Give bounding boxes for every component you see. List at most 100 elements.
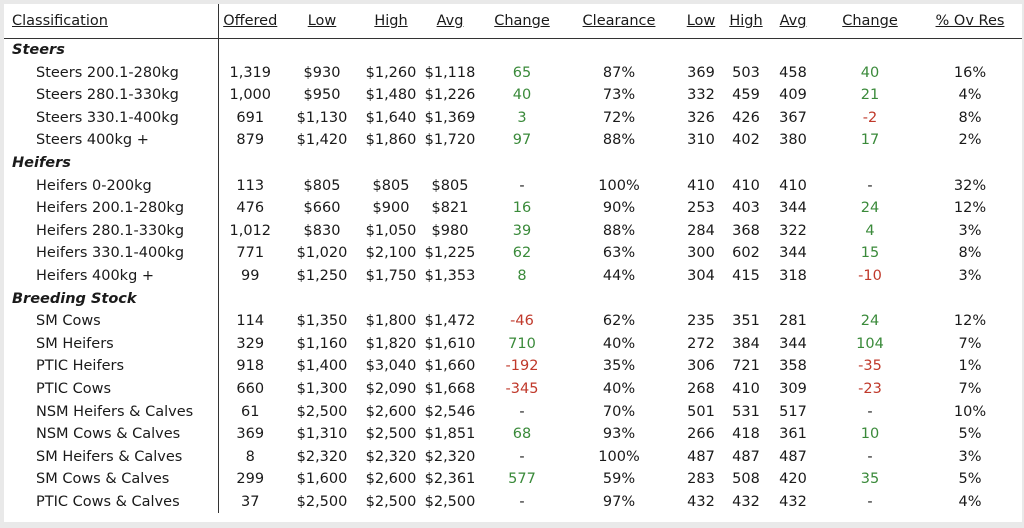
cell-high-2: 531 <box>732 403 760 420</box>
cell-high-2: 415 <box>732 267 760 284</box>
cell-avg: $1,720 <box>424 132 476 149</box>
cell-clearance: 88% <box>602 132 636 149</box>
cell-low: $950 <box>303 87 341 104</box>
cell-clearance: 35% <box>602 358 636 375</box>
cell-clearance: 93% <box>602 426 636 443</box>
cell-offered: 879 <box>236 132 265 149</box>
cell-pct-over-reserve: 12% <box>953 313 987 330</box>
cell-low: $1,250 <box>296 267 348 284</box>
cell-low-2: 487 <box>687 448 715 465</box>
row-label: Heifers 330.1-400kg <box>4 242 219 265</box>
cell-offered: 113 <box>236 177 265 194</box>
cell-avg-2: 517 <box>779 403 807 420</box>
cell-change: 40 <box>512 87 532 104</box>
cell-high-2: 721 <box>732 358 760 375</box>
table-row: PTIC Heifers 918 $1,400 $3,040 $1,660 -192 35%… <box>4 355 1022 378</box>
cell-avg-2: 409 <box>779 87 807 104</box>
cell-pct-over-reserve: 4% <box>958 87 982 104</box>
cell-change: 62 <box>512 245 532 262</box>
cell-pct-over-reserve: 12% <box>953 200 987 217</box>
cell-pct-over-reserve: 8% <box>958 109 982 126</box>
cell-high-2: 508 <box>732 471 760 488</box>
row-label: SM Cows <box>4 310 219 333</box>
cell-low-2: 253 <box>687 200 715 217</box>
cell-high: $1,860 <box>365 132 417 149</box>
row-label: SM Cows & Calves <box>4 468 219 491</box>
cell-pct-over-reserve: 1% <box>958 358 982 375</box>
cell-high: $900 <box>372 200 410 217</box>
cell-high: $1,750 <box>365 267 417 284</box>
cell-change: -46 <box>510 313 534 330</box>
section-spacer <box>218 288 1022 311</box>
header-low-2: Low <box>686 13 716 29</box>
row-label: Heifers 0-200kg <box>4 174 219 198</box>
cell-change-2: 24 <box>860 200 880 217</box>
cell-high-2: 418 <box>732 426 760 443</box>
section-spacer <box>218 152 1022 175</box>
cell-low: $660 <box>303 200 341 217</box>
cell-avg-2: 380 <box>779 132 807 149</box>
cell-change-2: 10 <box>860 426 880 443</box>
cell-high: $2,600 <box>365 403 417 420</box>
cell-change-2: -35 <box>858 358 882 375</box>
cell-low: $1,160 <box>296 335 348 352</box>
cell-high: $3,040 <box>365 358 417 375</box>
cell-clearance: 62% <box>602 313 636 330</box>
cell-offered: 61 <box>241 403 260 420</box>
cell-low-2: 432 <box>687 493 715 510</box>
cell-low-2: 266 <box>687 426 715 443</box>
cell-low: $1,400 <box>296 358 348 375</box>
cell-low: $2,500 <box>296 493 348 510</box>
cell-avg: $1,472 <box>424 313 476 330</box>
cell-low-2: 283 <box>687 471 715 488</box>
cell-avg: $1,353 <box>424 267 476 284</box>
cell-clearance: 87% <box>602 64 636 81</box>
cell-pct-over-reserve: 16% <box>953 64 987 81</box>
cell-low: $1,020 <box>296 245 348 262</box>
cell-clearance: 100% <box>598 448 640 465</box>
cell-avg-2: 322 <box>779 222 807 239</box>
row-label: Steers 400kg + <box>4 129 219 152</box>
cell-high: $2,320 <box>365 448 417 465</box>
cell-avg-2: 432 <box>779 493 807 510</box>
cell-low: $930 <box>303 64 341 81</box>
table-row: Steers 200.1-280kg 1,319 $930 $1,260 $1,118 6… <box>4 61 1022 85</box>
cattle-price-table: Classification Offered Low High Avg Change Cle… <box>4 4 1022 514</box>
cell-avg-2: 487 <box>779 448 807 465</box>
cell-high-2: 368 <box>732 222 760 239</box>
table-row: Heifers 280.1-330kg 1,012 $830 $1,050 $980 39… <box>4 219 1022 243</box>
cell-avg-2: 318 <box>779 267 807 284</box>
cell-high-2: 487 <box>732 448 760 465</box>
cell-high: $805 <box>372 177 410 194</box>
cell-high-2: 426 <box>732 109 760 126</box>
cell-offered: 476 <box>236 200 265 217</box>
table-row: Steers 280.1-330kg 1,000 $950 $1,480 $1,226 4… <box>4 84 1022 107</box>
cell-change: -345 <box>505 380 539 397</box>
cell-change-2: 104 <box>856 335 884 352</box>
row-label: Heifers 400kg + <box>4 264 219 288</box>
header-high: High <box>374 13 408 29</box>
header-clearance: Clearance <box>582 13 656 29</box>
row-label: Heifers 200.1-280kg <box>4 197 219 220</box>
section-label: Steers <box>4 38 219 62</box>
cell-change-2: -23 <box>858 380 882 397</box>
cell-change: 710 <box>508 335 536 352</box>
cell-avg: $1,668 <box>424 380 476 397</box>
cell-pct-over-reserve: 5% <box>958 471 982 488</box>
header-classification: Classification <box>4 4 219 39</box>
table-row: Heifers 400kg + 99 $1,250 $1,750 $1,353 8 44% 3… <box>4 264 1022 288</box>
table-row: SM Cows & Calves 299 $1,600 $2,600 $2,361 577… <box>4 468 1022 491</box>
cell-change: - <box>519 177 525 194</box>
cell-avg: $1,851 <box>424 426 476 443</box>
cell-change-2: 24 <box>860 313 880 330</box>
cell-offered: 918 <box>236 358 265 375</box>
cell-high: $2,500 <box>365 426 417 443</box>
cell-high-2: 410 <box>732 177 760 194</box>
cell-change: 68 <box>512 426 532 443</box>
table-header: Classification Offered Low High Avg Change Cle… <box>4 4 1022 39</box>
row-label: NSM Cows & Calves <box>4 423 219 446</box>
header-avg-2: Avg <box>779 13 807 29</box>
cell-change-2: 17 <box>860 132 880 149</box>
row-label: PTIC Heifers <box>4 355 219 378</box>
cell-pct-over-reserve: 3% <box>958 267 982 284</box>
